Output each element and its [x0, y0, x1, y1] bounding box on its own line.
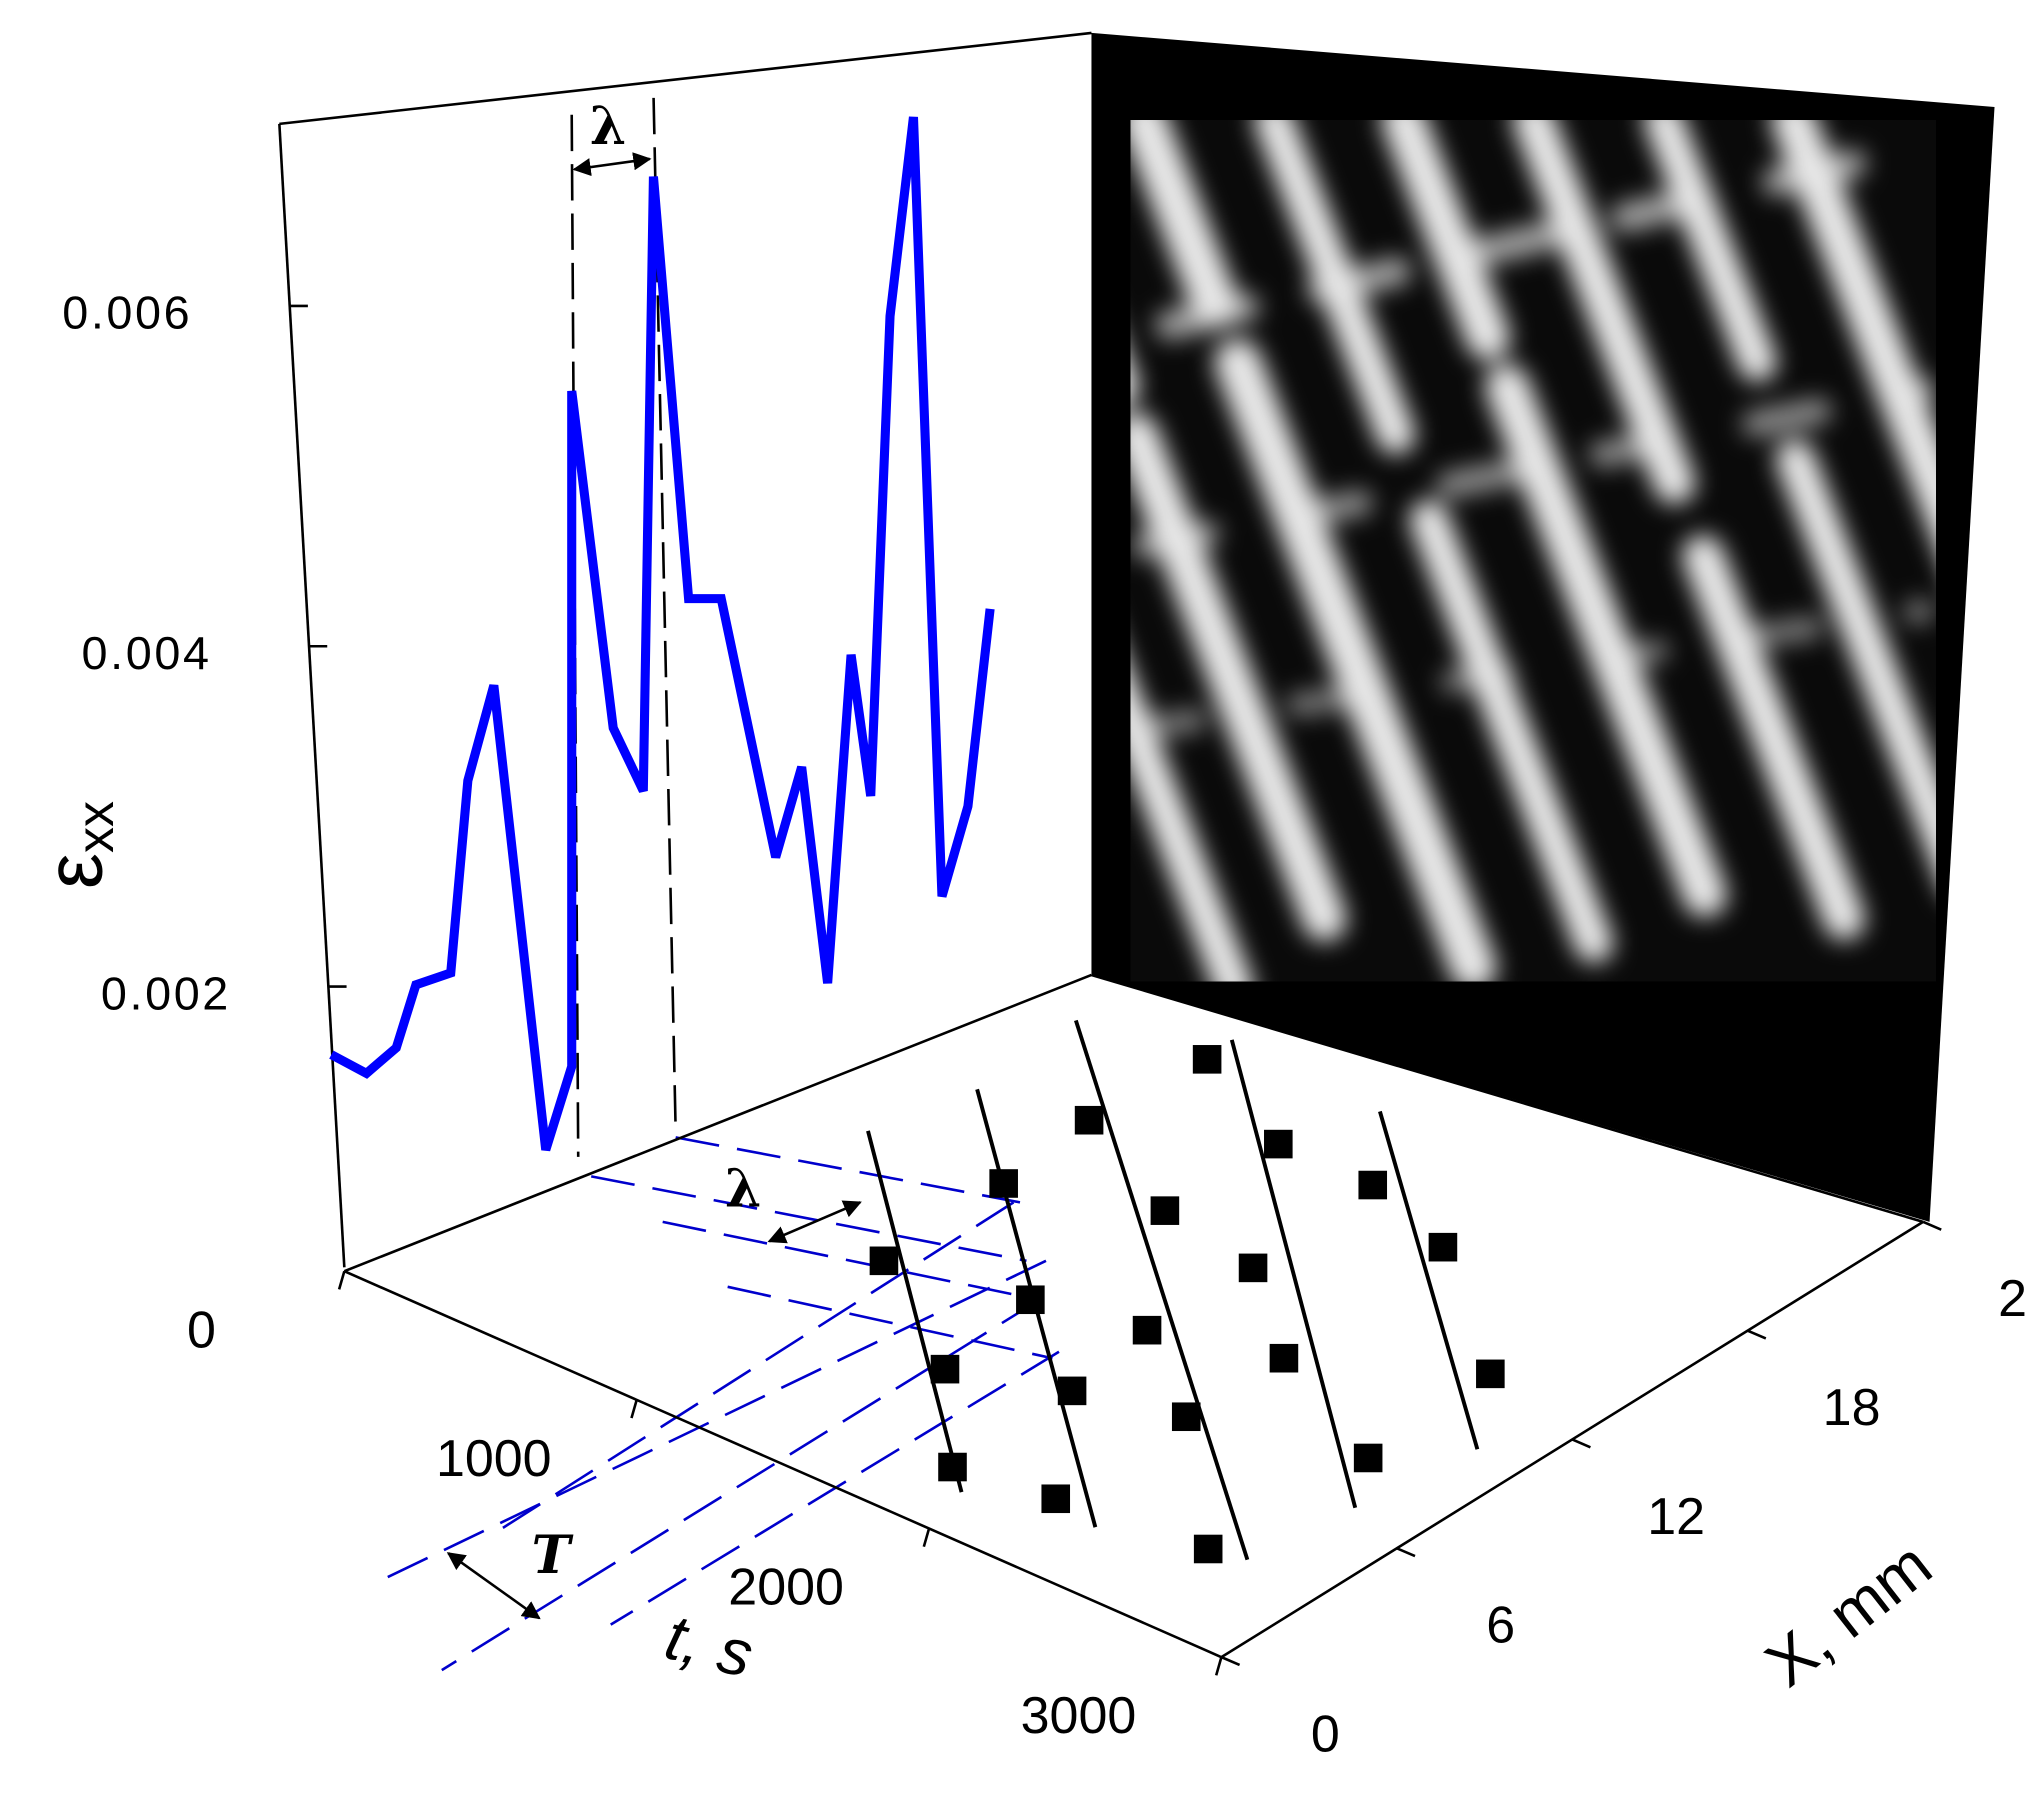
lambda-arrow [767, 1200, 862, 1244]
x-tick [1747, 1329, 1767, 1340]
y-tick-label: 0.006 [62, 287, 192, 339]
point [869, 1246, 899, 1276]
y-tick-label: 0.002 [101, 967, 231, 1019]
t-tick-label: 1000 [436, 1430, 552, 1488]
x-tick-label: 6 [1486, 1597, 1515, 1655]
x-tick-label: 12 [1647, 1488, 1705, 1546]
data-line [329, 116, 995, 1152]
point [1353, 1443, 1383, 1473]
point [1150, 1196, 1180, 1225]
t-tick [337, 1270, 346, 1290]
image-pattern [1130, 119, 1937, 982]
y-axis-title-main: ε [30, 853, 120, 889]
point [1269, 1343, 1299, 1373]
wall-top [279, 31, 1092, 126]
x-tick [1396, 1547, 1416, 1558]
x-tick [1571, 1438, 1591, 1449]
t-tick [630, 1399, 638, 1419]
point [1074, 1105, 1104, 1135]
x-tick-label: 24 [1998, 1270, 2027, 1328]
x-tick-label: 0 [1311, 1705, 1340, 1763]
t-tick [1214, 1656, 1223, 1676]
x-tick-label: 18 [1823, 1379, 1881, 1437]
point [1132, 1315, 1162, 1345]
x-axis-title: X, mm [1752, 1527, 1945, 1700]
y-axis-title-sub: xx [66, 801, 124, 853]
floor-back-edge [343, 973, 1092, 1273]
y-tick-label: 0.004 [82, 627, 212, 679]
y-axis-title: εxx [30, 801, 125, 889]
point [989, 1169, 1018, 1198]
point [1193, 1534, 1223, 1564]
t-tick [922, 1528, 931, 1548]
x-tick [1220, 1655, 1241, 1667]
point [1358, 1170, 1388, 1200]
point [1016, 1285, 1045, 1315]
point [1171, 1402, 1201, 1432]
point [930, 1354, 960, 1384]
point [1264, 1129, 1293, 1159]
y-axis-line [278, 123, 346, 1268]
point [1238, 1253, 1268, 1283]
floor-right-edge [1091, 973, 1924, 1224]
period-arrow [446, 1552, 541, 1620]
annotation: λ [590, 96, 626, 157]
annotation: λ [725, 1159, 761, 1220]
t-tick-label: 2000 [728, 1559, 844, 1617]
t-axis-line [343, 1270, 1222, 1659]
t-tick-label: 3000 [1021, 1687, 1137, 1745]
point [1428, 1232, 1458, 1262]
point [1192, 1045, 1222, 1074]
lambda-arrow [572, 152, 652, 177]
point [938, 1452, 967, 1482]
t-tick-label: 0 [187, 1301, 216, 1359]
annotation: T [532, 1525, 574, 1586]
point [1041, 1484, 1071, 1514]
x-tick [1922, 1220, 1942, 1231]
point [1057, 1376, 1087, 1406]
point [1476, 1359, 1505, 1389]
period-guides [382, 1136, 1060, 1672]
